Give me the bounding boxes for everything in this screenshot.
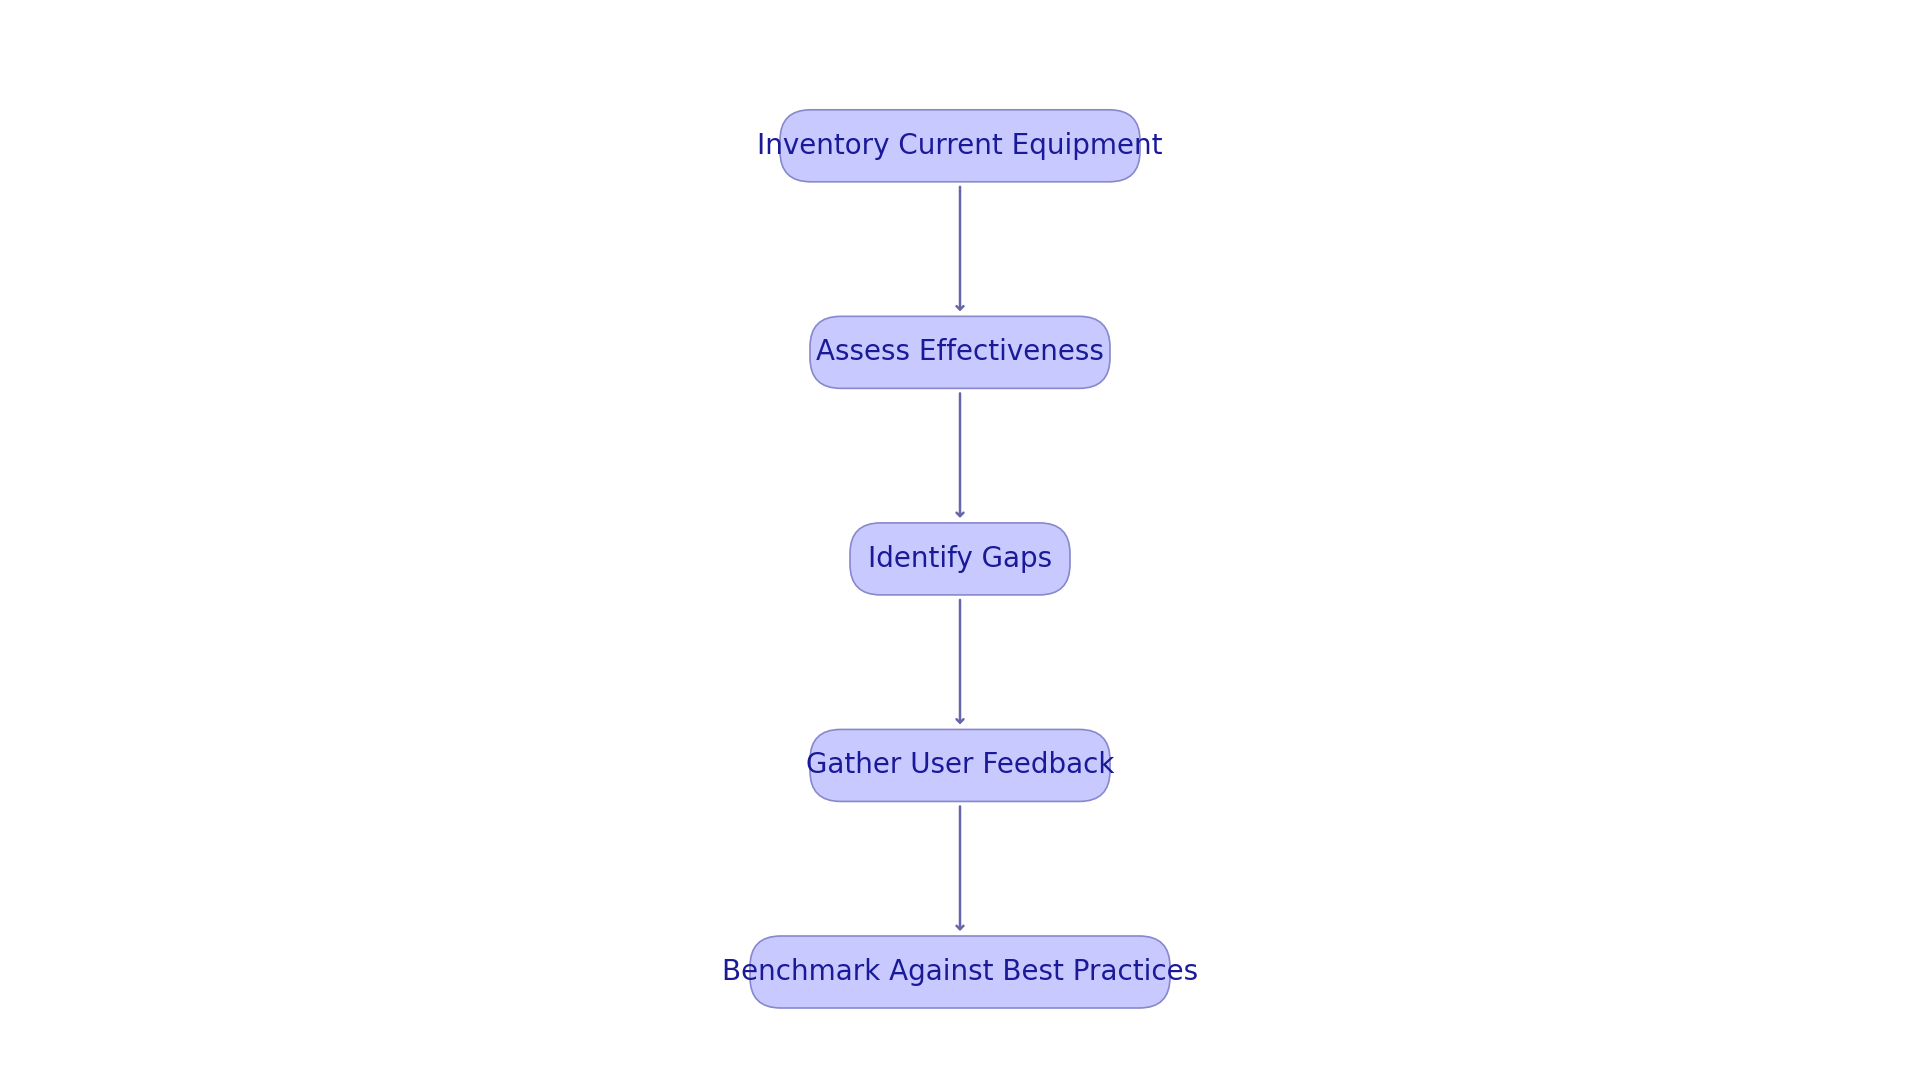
Text: Identify Gaps: Identify Gaps xyxy=(868,545,1052,572)
Text: Assess Effectiveness: Assess Effectiveness xyxy=(816,338,1104,366)
Text: Gather User Feedback: Gather User Feedback xyxy=(806,752,1114,780)
Text: Inventory Current Equipment: Inventory Current Equipment xyxy=(756,132,1164,160)
FancyBboxPatch shape xyxy=(810,729,1110,801)
FancyBboxPatch shape xyxy=(810,316,1110,389)
FancyBboxPatch shape xyxy=(851,523,1069,595)
FancyBboxPatch shape xyxy=(751,936,1169,1008)
FancyBboxPatch shape xyxy=(780,110,1140,181)
Text: Benchmark Against Best Practices: Benchmark Against Best Practices xyxy=(722,958,1198,986)
